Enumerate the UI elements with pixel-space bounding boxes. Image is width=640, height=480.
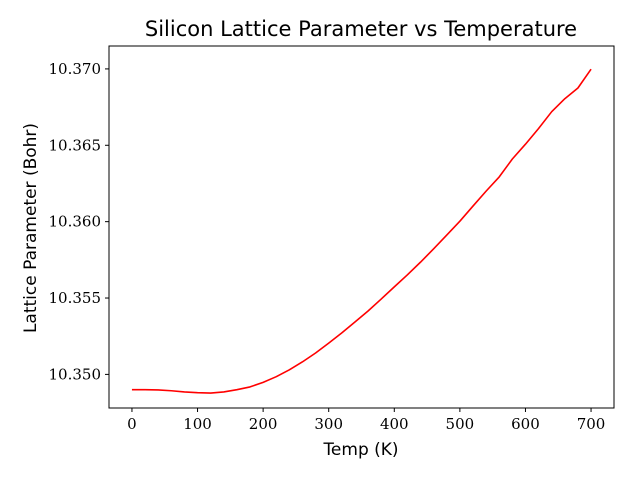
x-tick-label: 500	[446, 415, 475, 433]
x-tick-label: 200	[249, 415, 278, 433]
y-tick-label: 10.370	[49, 60, 102, 78]
x-tick-label: 0	[127, 415, 137, 433]
chart-title: Silicon Lattice Parameter vs Temperature	[145, 17, 577, 41]
plot-area: 0 100 200 300 400 500 600 700 10.350 10.355 10.360…	[49, 45, 615, 433]
y-axis-label: Lattice Parameter (Bohr)	[21, 123, 41, 333]
series-line-0	[131, 68, 592, 394]
y-tick-label: 10.365	[49, 136, 102, 154]
x-tick-label: 100	[183, 415, 212, 433]
x-tick-label: 600	[511, 415, 540, 433]
axes-frame	[108, 45, 615, 409]
y-tick-label: 10.350	[49, 365, 102, 383]
x-axis-label: Temp (K)	[322, 440, 398, 460]
x-tick-label: 700	[577, 415, 606, 433]
x-tick-label: 400	[380, 415, 409, 433]
x-tick-label: 300	[314, 415, 343, 433]
y-tick-label: 10.355	[49, 289, 102, 307]
y-tick-label: 10.360	[49, 213, 102, 231]
